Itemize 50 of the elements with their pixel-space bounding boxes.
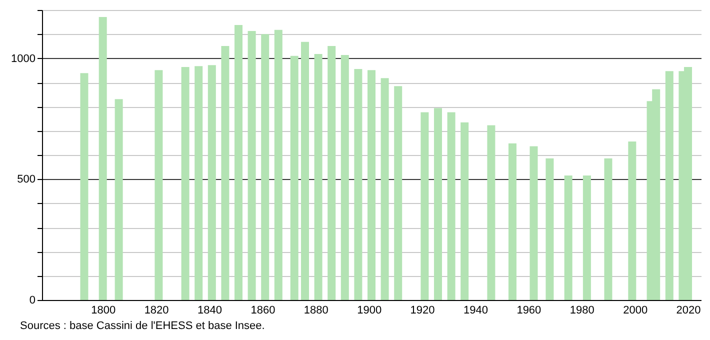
x-tick-label: 1980: [570, 304, 594, 316]
y-tick-label: 1000: [11, 52, 36, 65]
bar: [394, 86, 402, 300]
bar: [368, 70, 376, 300]
bar: [194, 66, 203, 300]
bar: [530, 146, 538, 300]
x-tick-label: 1960: [516, 304, 542, 316]
x-tick-label: 1900: [357, 304, 382, 316]
bar: [582, 176, 591, 300]
x-tick-label: 1920: [410, 304, 435, 316]
bar: [248, 31, 256, 300]
bar: [221, 46, 230, 300]
y-tick-label: 500: [17, 174, 36, 186]
bar: [328, 46, 336, 300]
bar: [434, 108, 442, 300]
bar: [460, 122, 469, 300]
bar: [447, 112, 456, 300]
bar: [290, 56, 298, 300]
x-tick-label: 1880: [304, 304, 328, 316]
bar: [354, 68, 362, 300]
bar: [665, 71, 674, 300]
bar: [154, 70, 163, 300]
bar: [628, 141, 636, 300]
bar: [314, 54, 322, 300]
bar: [420, 112, 429, 300]
bar: [234, 24, 243, 300]
bar: [80, 73, 88, 300]
bar: [564, 176, 572, 300]
bar: [546, 158, 554, 300]
bar: [340, 54, 349, 300]
bar: [181, 67, 190, 300]
bar: [380, 78, 389, 300]
y-tick-label: 0: [29, 294, 36, 306]
bar: [487, 125, 496, 300]
bar: [604, 158, 612, 300]
x-tick-label: 2020: [676, 304, 701, 316]
bar: [508, 143, 516, 300]
bar: [98, 17, 107, 300]
bar: [208, 65, 216, 300]
x-tick-label: 1840: [198, 304, 222, 316]
bar: [114, 99, 123, 300]
x-tick-label: 1940: [463, 304, 488, 316]
x-tick-label: 1860: [250, 304, 276, 316]
source-note: Sources : base Cassini de l'EHESS et base Insee.: [20, 320, 265, 332]
x-tick-label: 1820: [144, 304, 169, 316]
x-tick-label: 2000: [623, 304, 648, 316]
bar: [301, 42, 310, 300]
bar: [261, 34, 270, 300]
x-tick-label: 1800: [91, 304, 116, 316]
bar: [274, 30, 282, 300]
